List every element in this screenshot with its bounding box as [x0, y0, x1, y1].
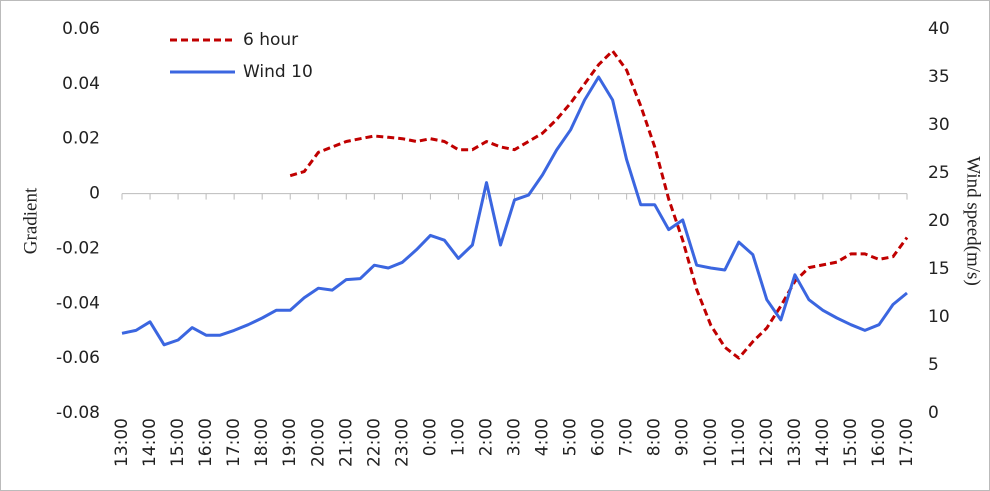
y2-tick-label: 30 [928, 115, 950, 135]
x-tick-label: 21:00 [336, 418, 356, 467]
x-tick-label: 15:00 [168, 418, 188, 467]
y2-tick-label: 5 [928, 355, 939, 375]
y-tick-label: 0.04 [62, 74, 100, 94]
x-tick-label: 6:00 [589, 418, 609, 456]
x-tick-label: 17:00 [224, 418, 244, 467]
x-tick-label: 1:00 [448, 418, 468, 456]
y2-tick-label: 40 [928, 19, 950, 39]
y-tick-label: 0.02 [62, 129, 100, 149]
x-tick-label: 5:00 [561, 418, 581, 456]
x-tick-label: 16:00 [196, 418, 216, 467]
x-tick-label: 2:00 [476, 418, 496, 456]
y-tick-label: -0.08 [56, 403, 100, 423]
y2-tick-label: 20 [928, 211, 950, 231]
y2-tick-label: 35 [928, 67, 950, 87]
x-tick-label: 22:00 [364, 418, 384, 467]
x-tick-label: 13:00 [112, 418, 132, 467]
x-tick-label: 10:00 [701, 418, 721, 467]
x-tick-label: 15:00 [841, 418, 861, 467]
y-tick-label: 0.06 [62, 19, 100, 39]
x-tick-label: 0:00 [420, 418, 440, 456]
x-tick-label: 17:00 [897, 418, 917, 467]
x-tick-label: 14:00 [140, 418, 160, 467]
x-tick-label: 16:00 [869, 418, 889, 467]
x-tick-label: 12:00 [757, 418, 777, 467]
x-tick-label: 9:00 [673, 418, 693, 456]
y-tick-label: -0.04 [56, 293, 100, 313]
y-axis-title: Gradient [20, 187, 41, 254]
x-tick-label: 7:00 [617, 418, 637, 456]
series-line [289, 49, 909, 360]
x-tick-label: 19:00 [280, 418, 300, 467]
x-tick-label: 20:00 [308, 418, 328, 467]
x-tick-label: 11:00 [729, 418, 749, 467]
y-tick-label: -0.06 [56, 348, 100, 368]
y-tick-label: 0 [89, 184, 100, 204]
legend-label: 6 hour [243, 30, 298, 50]
series-line [121, 75, 908, 347]
y-tick-label: -0.02 [56, 238, 100, 258]
x-tick-label: 18:00 [252, 418, 272, 467]
y2-tick-label: 15 [928, 259, 950, 279]
y2-axis-title: Wind speed(m/s) [963, 156, 984, 286]
legend-label: Wind 10 [243, 62, 313, 82]
x-tick-label: 23:00 [392, 418, 412, 467]
y2-tick-label: 10 [928, 307, 950, 327]
x-tick-label: 3:00 [505, 418, 525, 456]
x-tick-label: 8:00 [645, 418, 665, 456]
y2-tick-label: 0 [928, 403, 939, 423]
x-tick-label: 13:00 [785, 418, 805, 467]
x-tick-label: 14:00 [813, 418, 833, 467]
x-tick-label: 4:00 [533, 418, 553, 456]
y2-tick-label: 25 [928, 163, 950, 183]
